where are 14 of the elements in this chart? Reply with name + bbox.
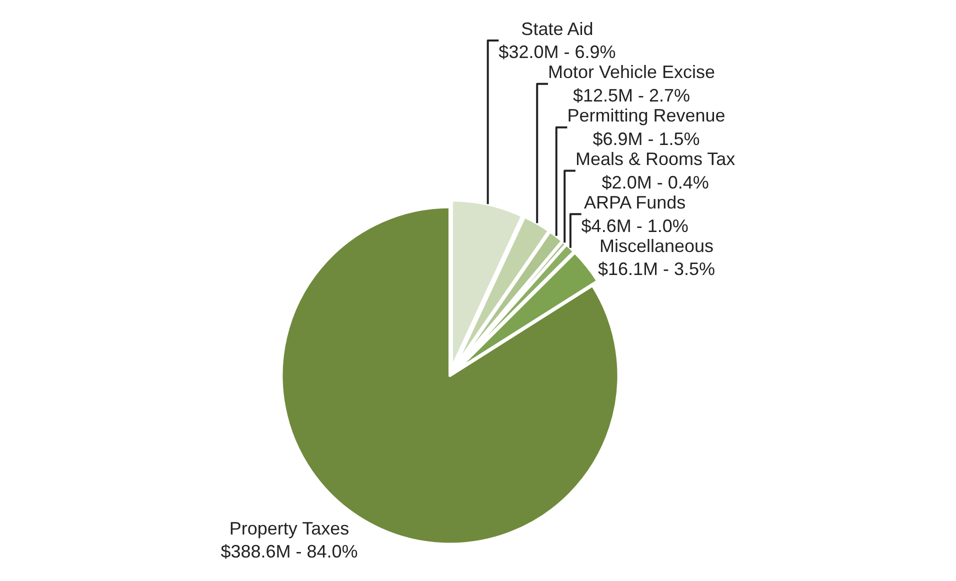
slice-label: ARPA Funds bbox=[584, 192, 686, 212]
data-label: $6.9M - 1.5% bbox=[592, 129, 700, 150]
slice-label: Meals & Rooms Tax bbox=[575, 149, 736, 170]
data-label: $2.0M - 0.4% bbox=[602, 172, 709, 192]
slice-label: Property Taxes bbox=[229, 518, 350, 538]
slice-label: Permitting Revenue bbox=[567, 106, 726, 126]
data-label: $388.6M - 84.0% bbox=[220, 542, 358, 562]
data-label: $32.0M - 6.9% bbox=[498, 42, 616, 62]
data-label: $12.5M - 2.7% bbox=[572, 86, 690, 106]
slice-label: State Aid bbox=[521, 18, 594, 39]
slice-label: Motor Vehicle Excise bbox=[548, 62, 716, 82]
data-label: $4.6M - 1.0% bbox=[581, 216, 688, 236]
slice-label: Miscellaneous bbox=[599, 236, 714, 256]
data-label: $16.1M - 3.5% bbox=[598, 259, 716, 280]
